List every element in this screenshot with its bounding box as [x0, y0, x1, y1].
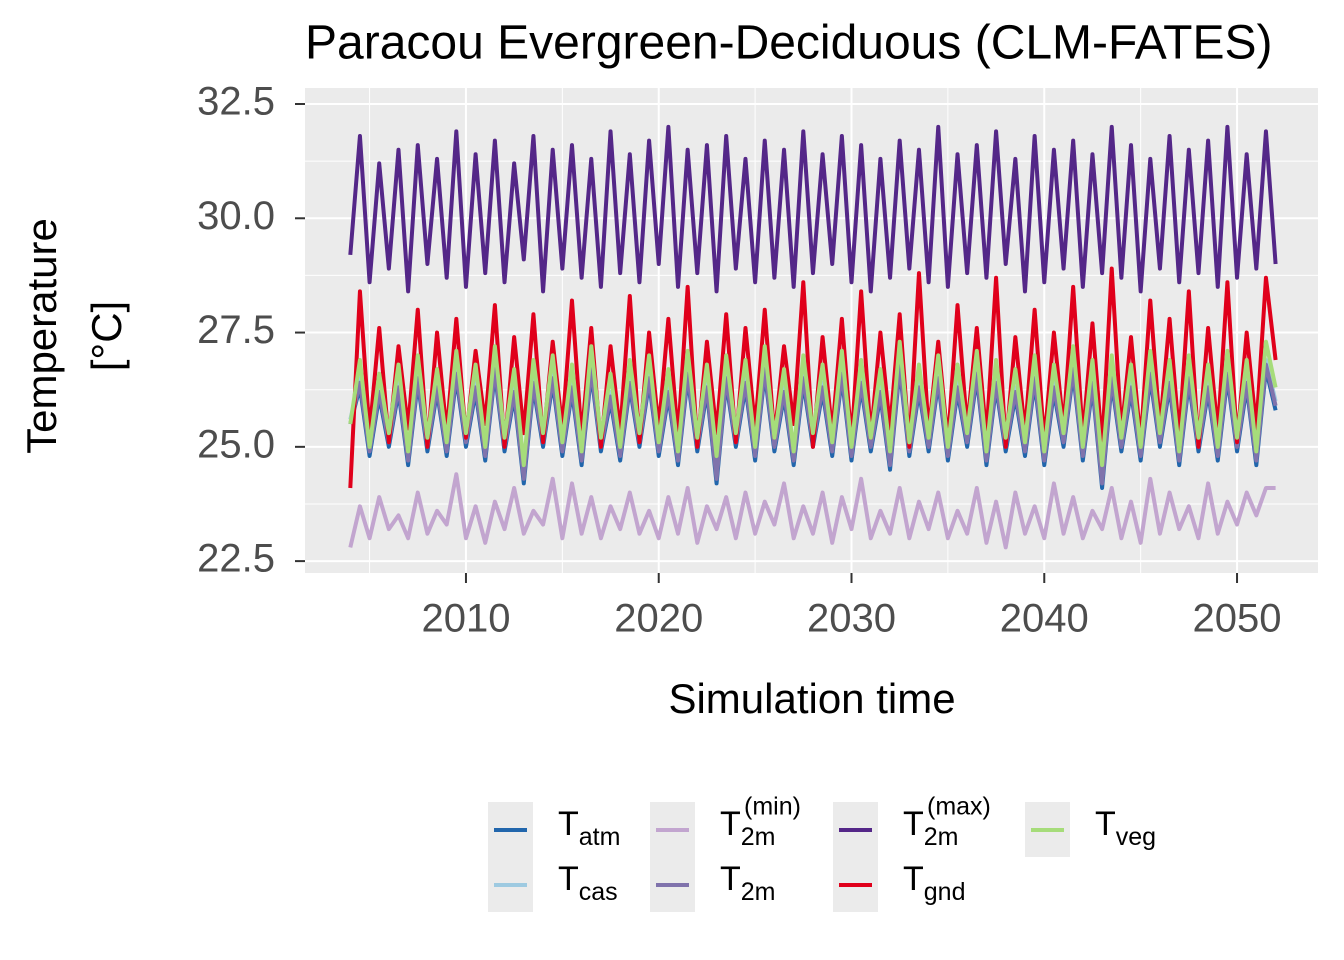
- x-axis-title: Simulation time: [668, 675, 955, 722]
- x-tick-label: 2020: [614, 597, 703, 641]
- legend-label-superscript: (max): [927, 793, 991, 821]
- legend-label-subscript: cas: [579, 878, 618, 906]
- legend-label-main: T: [1095, 805, 1116, 843]
- series-line: [348, 472, 1276, 550]
- x-tick-label: 2040: [1000, 597, 1089, 641]
- y-tick-label: 27.5: [197, 308, 275, 352]
- legend-label: Tveg: [1095, 805, 1156, 851]
- legend-label-main: T: [720, 805, 741, 843]
- y-axis-title: [°C]: [83, 301, 130, 371]
- legend-label-subscript: veg: [1116, 823, 1156, 851]
- legend-label-main: T: [558, 860, 579, 898]
- legend-label-subscript: gnd: [924, 878, 966, 906]
- legend-label: Tgnd: [903, 860, 966, 906]
- x-tick-label: 2030: [807, 597, 896, 641]
- legend-label-main: T: [558, 805, 579, 843]
- legend-label-subscript: 2m: [741, 823, 776, 851]
- legend-label-subscript: atm: [579, 823, 621, 851]
- x-tick-label: 2010: [421, 597, 510, 641]
- y-tick-label: 32.5: [197, 80, 275, 124]
- legend-label-subscript: 2m: [741, 878, 776, 906]
- legend-label: T2m: [903, 805, 959, 851]
- legend-label: Tatm: [558, 805, 620, 851]
- legend-label-main: T: [903, 805, 924, 843]
- legend-label-main: T: [720, 860, 741, 898]
- y-axis-title: Temperature: [18, 218, 65, 454]
- legend-label: Tcas: [558, 860, 618, 906]
- legend-label-superscript: (min): [744, 793, 801, 821]
- series-line: [348, 124, 1278, 294]
- y-tick-label: 25.0: [197, 422, 275, 466]
- legend-label: T2m: [720, 805, 776, 851]
- y-tick-label: 30.0: [197, 194, 275, 238]
- x-tick-label: 2050: [1193, 597, 1282, 641]
- legend-label: T2m: [720, 860, 776, 906]
- legend-label-main: T: [903, 860, 924, 898]
- legend-label-subscript: 2m: [924, 823, 959, 851]
- series-line: [348, 339, 1278, 468]
- y-tick-label: 22.5: [197, 537, 275, 581]
- chart-title: Paracou Evergreen-Deciduous (CLM-FATES): [305, 17, 1272, 70]
